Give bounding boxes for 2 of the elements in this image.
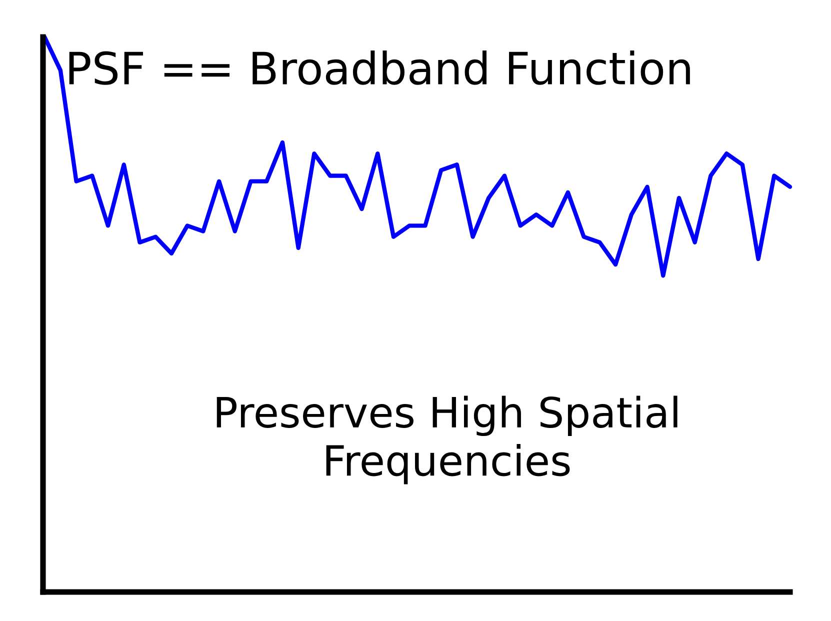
annotation: Preserves High Spatial Frequencies: [216, 396, 678, 484]
chart-title: PSF == Broadband Function: [69, 50, 690, 85]
